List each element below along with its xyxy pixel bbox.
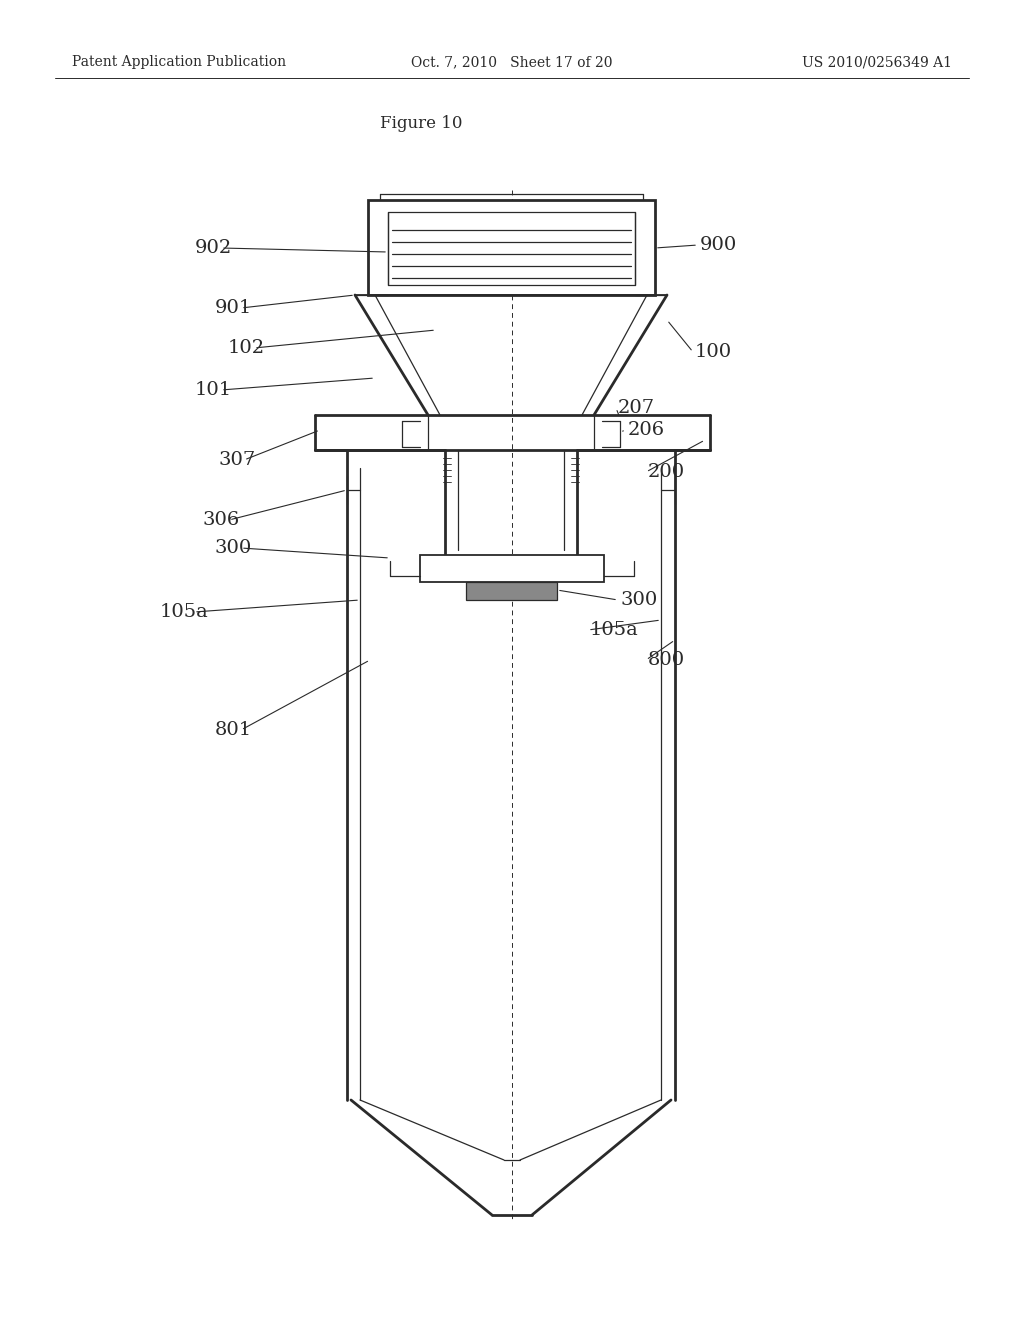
Text: 207: 207 [618, 399, 655, 417]
Bar [388, 213, 635, 285]
Text: 300: 300 [620, 591, 657, 609]
Text: 105a: 105a [160, 603, 209, 620]
Text: 101: 101 [195, 381, 232, 399]
Text: 100: 100 [695, 343, 732, 360]
Text: 902: 902 [195, 239, 232, 257]
Text: US 2010/0256349 A1: US 2010/0256349 A1 [802, 55, 952, 69]
Text: 900: 900 [700, 236, 737, 253]
Text: 105a: 105a [590, 620, 639, 639]
Bar [466, 582, 557, 601]
Text: 300: 300 [215, 539, 252, 557]
Text: 306: 306 [203, 511, 241, 529]
Text: 801: 801 [215, 721, 252, 739]
Text: 206: 206 [628, 421, 666, 440]
Text: 200: 200 [648, 463, 685, 480]
Text: 307: 307 [218, 451, 255, 469]
Text: Oct. 7, 2010   Sheet 17 of 20: Oct. 7, 2010 Sheet 17 of 20 [412, 55, 612, 69]
Text: Patent Application Publication: Patent Application Publication [72, 55, 286, 69]
Text: 901: 901 [215, 300, 252, 317]
Bar [420, 554, 604, 582]
Text: 800: 800 [648, 651, 685, 669]
Text: Figure 10: Figure 10 [380, 115, 463, 132]
Text: 102: 102 [228, 339, 265, 356]
Bar [368, 201, 655, 294]
